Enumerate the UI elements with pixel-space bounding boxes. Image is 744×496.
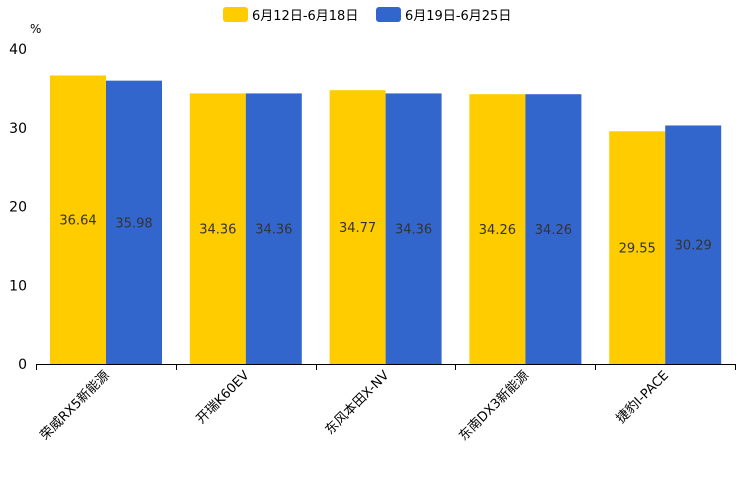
bar-series-2-1	[106, 80, 162, 364]
bar-series-1-3	[329, 90, 386, 364]
legend-swatch-2	[376, 7, 401, 22]
bar-series-2-2	[245, 93, 302, 364]
bar-value-label: 29.55	[619, 242, 656, 257]
bar-series-1-5	[609, 131, 666, 364]
y-tick-label: 10	[9, 278, 27, 294]
x-category-label: 开瑞K60EV	[194, 368, 253, 427]
bar-series-2-5	[665, 125, 722, 364]
y-tick-label: 0	[18, 357, 27, 373]
legend-label-1: 6月12日-6月18日	[252, 9, 358, 24]
bar-value-label: 34.36	[255, 223, 292, 238]
bar-value-label: 35.98	[115, 216, 152, 231]
y-tick-label: 40	[9, 42, 27, 58]
x-category-label: 东风本田X-NV	[323, 368, 393, 438]
y-axis: 0 10 20 30 40	[9, 42, 27, 373]
bar-series-1-2	[189, 93, 246, 364]
legend: 6月12日-6月18日 6月19日-6月25日	[223, 7, 511, 24]
y-tick-label: 20	[9, 200, 27, 216]
bar-value-label: 30.29	[675, 239, 712, 254]
bar-value-label: 34.36	[395, 223, 432, 238]
legend-label-2: 6月19日-6月25日	[405, 9, 511, 24]
x-category-label: 东南DX3新能源	[456, 368, 533, 445]
bar-value-label: 34.77	[339, 221, 376, 236]
bar-series-2-4	[525, 94, 582, 364]
y-axis-unit-label: %	[30, 22, 41, 36]
bar-value-label: 34.36	[199, 223, 236, 238]
bar-value-label: 34.26	[479, 223, 516, 238]
x-category-label: 荣威RX5新能源	[37, 368, 113, 444]
legend-swatch-1	[223, 7, 248, 22]
bar-series-2-3	[385, 93, 442, 364]
bar-value-label: 34.26	[535, 223, 572, 238]
y-tick-label: 30	[9, 121, 27, 137]
bar-series-1-4	[469, 94, 526, 364]
bar-value-label: 36.64	[59, 214, 96, 229]
bar-series-1-1	[50, 75, 106, 365]
x-axis: 荣威RX5新能源 开瑞K60EV 东风本田X-NV 东南DX3新能源 捷豹I-PACE	[36, 364, 736, 444]
bars: 36.64 34.36 34.77 34.26 29.55 35.98 34.36 34.36…	[50, 75, 722, 365]
x-category-label: 捷豹I-PACE	[614, 368, 672, 426]
